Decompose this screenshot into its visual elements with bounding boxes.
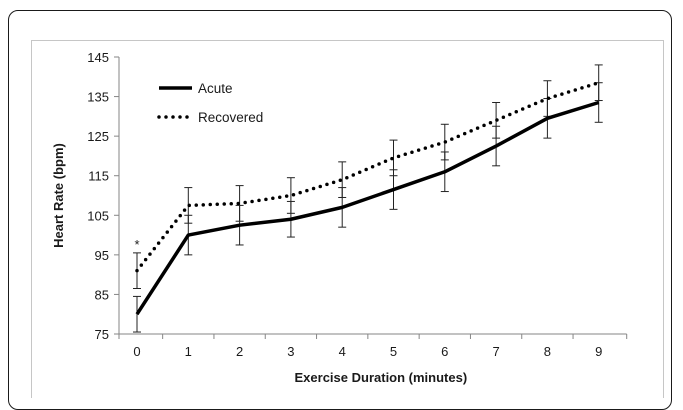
x-tick-label: 1 (185, 344, 192, 359)
legend-item-acute: Acute (159, 81, 233, 96)
significance-marker: * (134, 237, 139, 252)
x-tick-label: 7 (492, 344, 499, 359)
x-tick-group: 0 1 2 3 4 5 6 7 8 9 (118, 334, 628, 359)
x-axis-title: Exercise Duration (minutes) (295, 370, 468, 385)
legend-label-acute: Acute (198, 81, 233, 96)
legend: Acute Recovered (157, 81, 263, 125)
annotation-group: * (134, 237, 139, 252)
axes (118, 57, 627, 335)
x-tick-label: 5 (390, 344, 397, 359)
y-tick-label: 145 (87, 50, 109, 65)
chart-area-border (31, 40, 664, 398)
y-tick-label: 105 (87, 208, 109, 223)
x-tick-label: 3 (287, 344, 294, 359)
y-tick-label: 135 (87, 90, 109, 105)
y-tick-label: 95 (95, 248, 109, 263)
series-line-recovered (135, 80, 601, 273)
x-tick-label: 2 (236, 344, 243, 359)
x-tick-label: 6 (441, 344, 448, 359)
y-tick-label: 75 (95, 327, 109, 342)
series-line-acute (135, 100, 600, 316)
x-tick-label: 8 (544, 344, 551, 359)
x-tick-label: 4 (339, 344, 346, 359)
legend-item-recovered: Recovered (157, 110, 263, 125)
y-tick-group: 75 85 95 105 115 125 135 145 (87, 50, 119, 342)
y-tick-label: 115 (88, 169, 109, 184)
y-tick-label: 125 (87, 129, 109, 144)
y-axis-title: Heart Rate (bpm) (51, 143, 66, 248)
line-chart: 75 85 95 105 115 125 135 145 0 1 2 3 4 5 6 7 8 9 * Exerc… (51, 50, 628, 385)
x-tick-label: 9 (595, 344, 602, 359)
legend-label-recovered: Recovered (198, 110, 263, 125)
y-tick-label: 85 (95, 287, 109, 302)
series-group (135, 80, 601, 316)
x-tick-label: 0 (133, 344, 140, 359)
